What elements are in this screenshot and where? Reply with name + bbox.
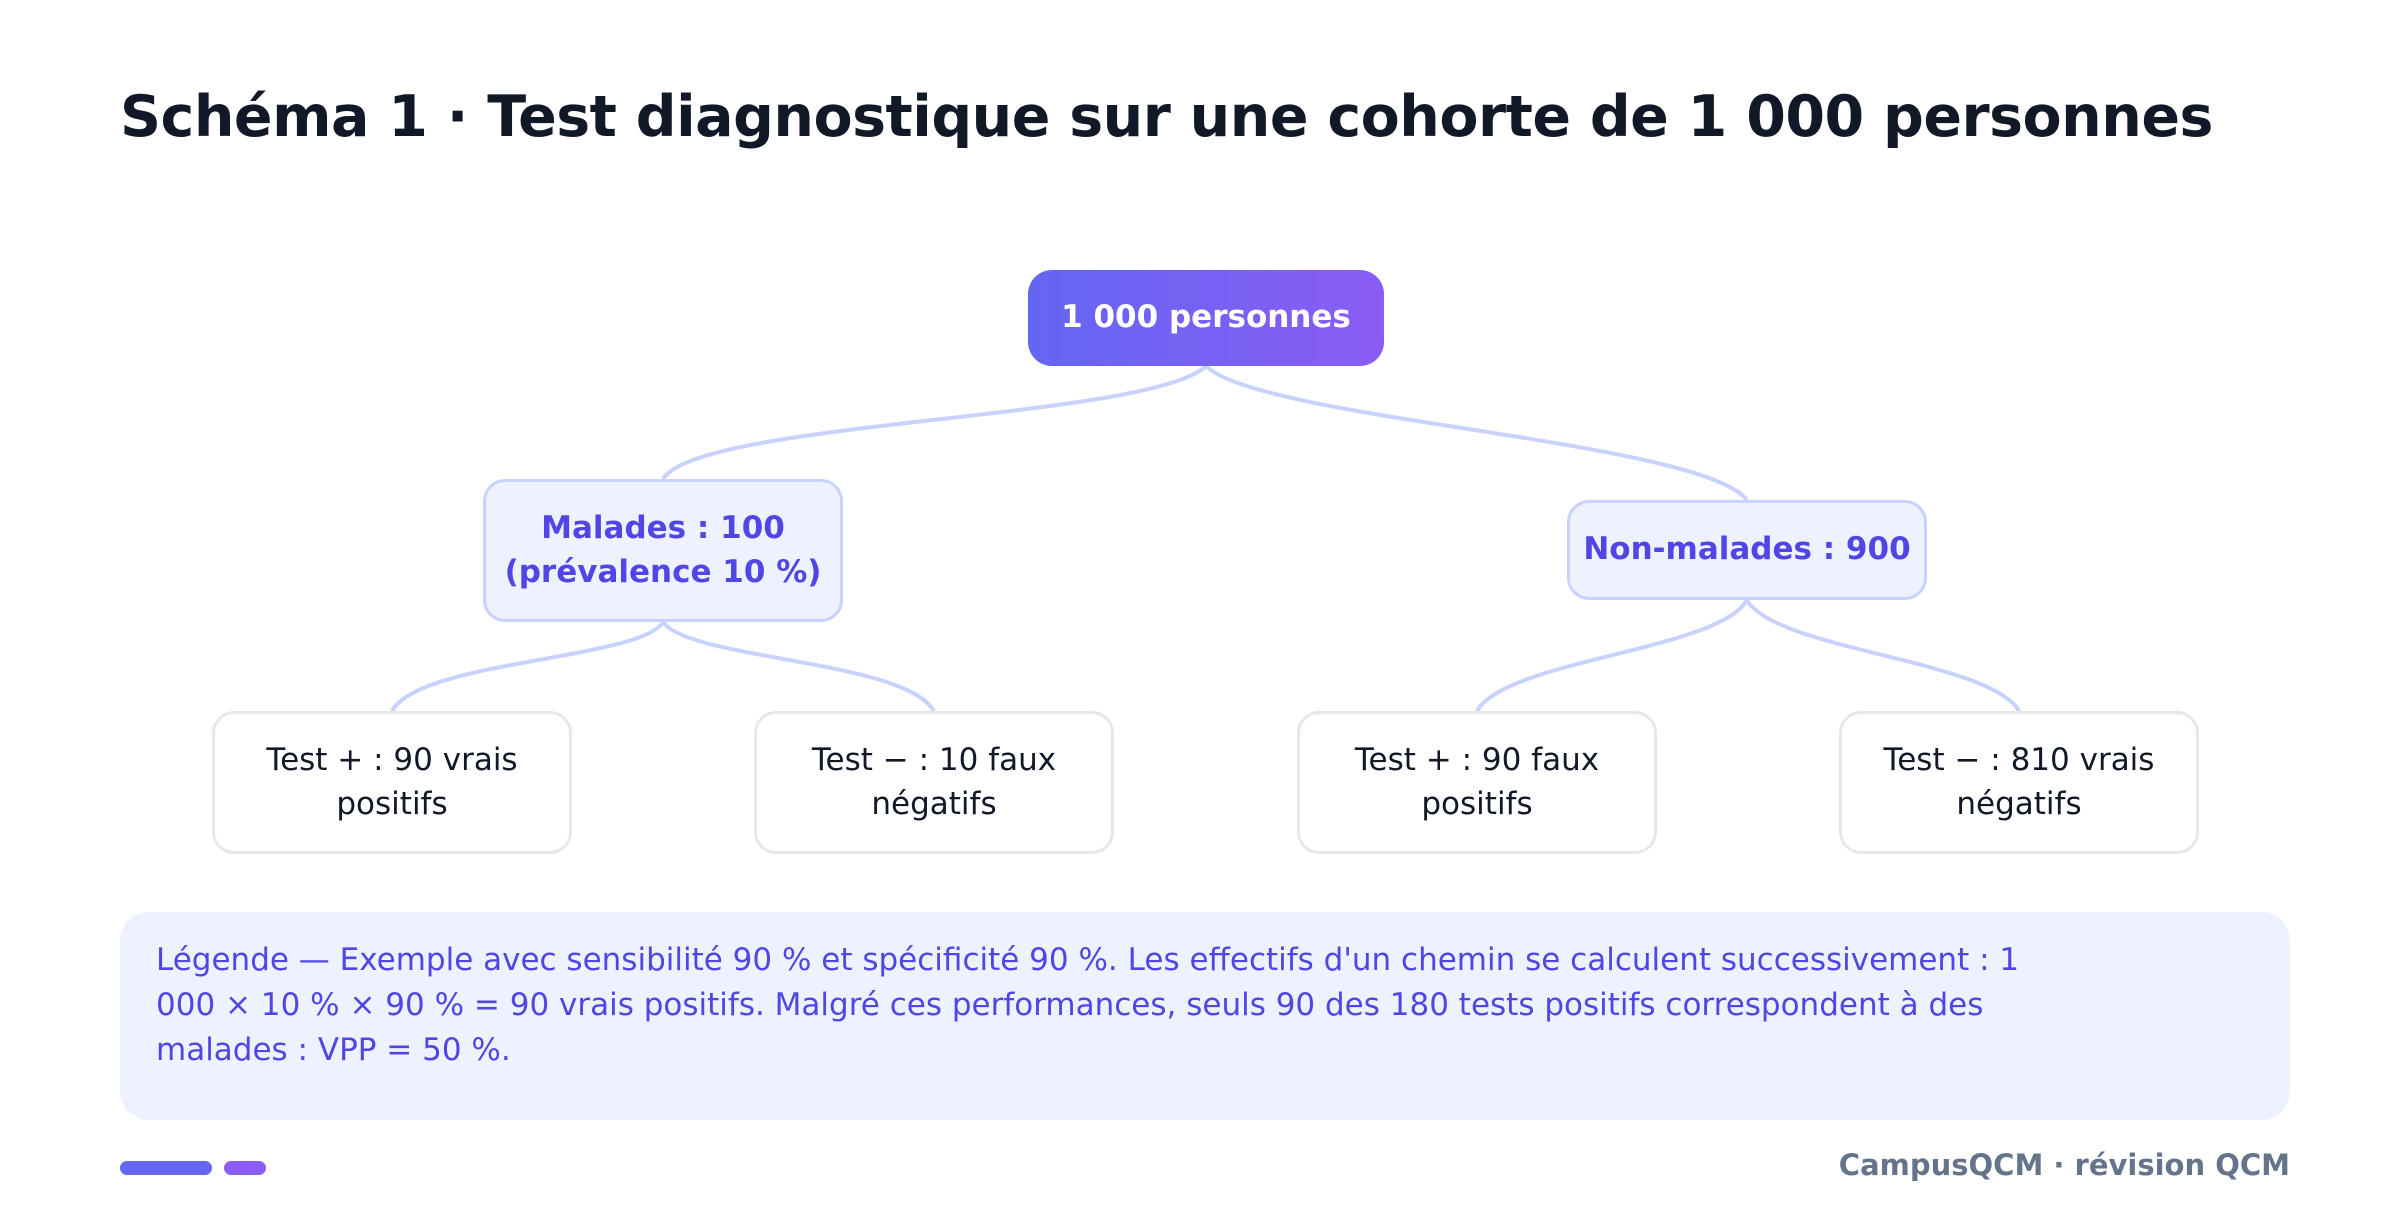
leaf-vrais-positifs: Test + : 90 vrais positifs	[212, 711, 572, 854]
connector-left-leaf-1	[390, 620, 665, 713]
leaf-label: Test − : 810 vrais négatifs	[1883, 742, 2155, 822]
leaf-faux-negatifs: Test − : 10 faux négatifs	[754, 711, 1114, 854]
legend-text: Légende — Exemple avec sensibilité 90 % …	[156, 942, 2020, 1068]
footer-brand: CampusQCM · révision QCM	[1838, 1148, 2290, 1182]
footer-accent-dot	[224, 1161, 266, 1175]
node-malades-label: Malades : 100 (prévalence 10 %)	[504, 510, 822, 590]
leaf-vrais-negatifs: Test − : 810 vrais négatifs	[1839, 711, 2199, 854]
leaf-label: Test + : 90 vrais positifs	[266, 742, 518, 822]
connector-right-leaf-4	[1745, 598, 2021, 713]
leaf-label: Test + : 90 faux positifs	[1354, 742, 1600, 822]
node-non-malades-label: Non-malades : 900	[1583, 531, 1911, 568]
root-node-label: 1 000 personnes	[1061, 299, 1351, 336]
node-non-malades: Non-malades : 900	[1567, 500, 1927, 600]
footer-accent-bar	[120, 1161, 212, 1175]
connector-root-right	[1204, 364, 1749, 502]
connector-left-leaf-2	[661, 620, 936, 713]
leaf-faux-positifs: Test + : 90 faux positifs	[1297, 711, 1657, 854]
leaf-label: Test − : 10 faux négatifs	[811, 742, 1057, 822]
root-node: 1 000 personnes	[1028, 270, 1384, 366]
connector-right-leaf-3	[1475, 598, 1749, 713]
connector-root-left	[661, 364, 1208, 481]
legend-box: Légende — Exemple avec sensibilité 90 % …	[120, 912, 2290, 1120]
node-malades: Malades : 100 (prévalence 10 %)	[483, 479, 843, 622]
diagram-title: Schéma 1 · Test diagnostique sur une coh…	[120, 84, 2213, 150]
